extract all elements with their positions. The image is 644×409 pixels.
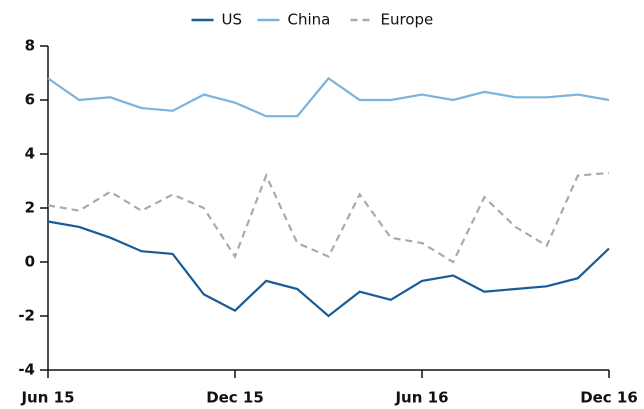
y-tick-label: -4 (18, 361, 35, 379)
x-tick-label: Dec 16 (580, 389, 638, 407)
y-tick-label: 4 (25, 145, 35, 163)
y-tick-label: 0 (25, 253, 35, 271)
legend-label: US (222, 11, 243, 29)
x-tick-label: Dec 15 (206, 389, 264, 407)
y-tick-label: 2 (25, 199, 35, 217)
y-tick-label: -2 (18, 307, 35, 325)
legend-label: Europe (381, 11, 434, 29)
legend-label: China (288, 11, 331, 29)
series-line (47, 76, 610, 118)
y-tick-label: 8 (25, 37, 35, 55)
series-line (47, 171, 610, 264)
x-tick-label: Jun 16 (394, 389, 448, 407)
series-line (47, 220, 610, 318)
y-tick-label: 6 (25, 91, 35, 109)
x-tick-label: Jun 15 (20, 389, 74, 407)
